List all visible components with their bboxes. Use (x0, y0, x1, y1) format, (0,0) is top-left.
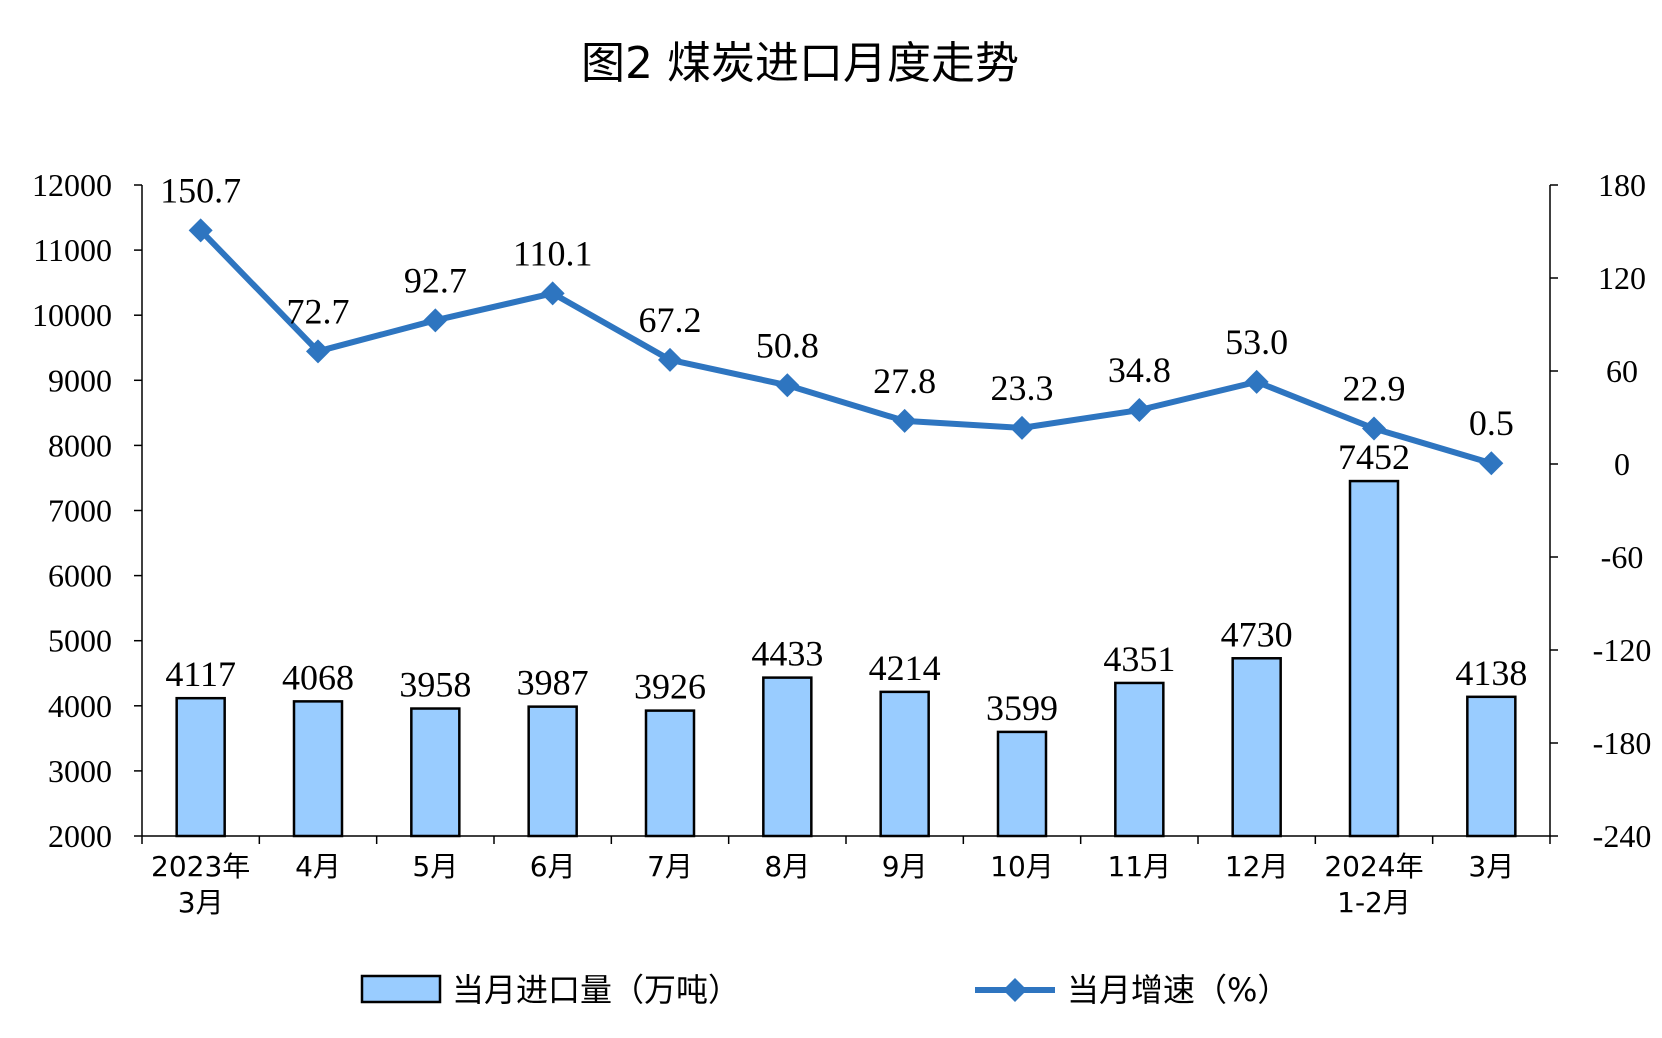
y-left-tick-label: 9000 (48, 362, 112, 398)
x-tick-label: 3月 (178, 886, 224, 919)
axes: 2000 3000 4000 5000 6000 7000 8000 9000 10000 110… (32, 167, 1651, 919)
line-data-label: 53.0 (1225, 322, 1288, 362)
x-tick-label: 10月 (990, 850, 1054, 883)
bar-data-label: 3599 (986, 688, 1058, 728)
line-data-label: 27.8 (873, 361, 936, 401)
line-point (1010, 415, 1034, 440)
x-tick-label: 9月 (882, 850, 928, 883)
bar-data-label: 4433 (751, 634, 823, 674)
bar-data-label: 3958 (399, 665, 471, 705)
x-tick-label: 11月 (1108, 850, 1172, 883)
y-left-tick-label: 7000 (48, 493, 112, 529)
y-left-tick-label: 12000 (32, 167, 112, 203)
line-point (540, 281, 565, 306)
bar-data-label: 4117 (165, 654, 236, 694)
bar (527, 705, 578, 838)
bar (1466, 695, 1517, 838)
line-point (1244, 369, 1269, 394)
x-tick-label: 6月 (530, 850, 576, 883)
y-right-tick-label: 180 (1598, 167, 1646, 203)
legend-bar-swatch (360, 974, 442, 1004)
x-tick-label: 2024年 (1324, 850, 1423, 883)
bar-data-label: 4214 (869, 648, 941, 688)
line-data-label: 92.7 (404, 260, 467, 300)
y-right-tick-label: -240 (1593, 818, 1652, 854)
x-tick-label: 12月 (1225, 850, 1289, 883)
legend-bar-label: 当月进口量（万吨） (452, 971, 740, 1009)
bar-data-label: 4730 (1221, 614, 1293, 654)
line-data-label: 22.9 (1343, 369, 1406, 409)
bar-data-label: 4138 (1455, 653, 1527, 693)
line-point (1479, 451, 1504, 476)
bar (1348, 479, 1400, 838)
bar (879, 690, 930, 838)
x-tick-label: 8月 (764, 850, 810, 883)
line-point (188, 218, 213, 243)
bar-data-label: 3926 (634, 667, 706, 707)
y-left-tick-label: 10000 (32, 297, 112, 333)
y-right-tick-label: -120 (1593, 632, 1652, 668)
legend-line-label: 当月增速（%） (1067, 971, 1289, 1009)
y-left-tick-label: 6000 (48, 558, 112, 594)
line-data-label: 150.7 (160, 170, 241, 210)
x-tick-label: 5月 (412, 850, 458, 883)
y-right-tick-label: 0 (1614, 446, 1630, 482)
line-point (658, 347, 682, 372)
line-data-label: 110.1 (513, 233, 593, 273)
y-left-tick-label: 2000 (48, 818, 112, 854)
bar (1114, 681, 1165, 838)
bar (644, 709, 696, 838)
y-left-tick-label: 11000 (33, 232, 112, 268)
line-data-label: 67.2 (639, 300, 702, 340)
line-point (1127, 398, 1152, 423)
line-data-label: 72.7 (287, 291, 350, 331)
bar (996, 730, 1048, 838)
y-right-tick-label: -60 (1601, 539, 1644, 575)
y-right-tick-label: 120 (1598, 260, 1646, 296)
bar (175, 696, 226, 838)
line-point (423, 308, 448, 333)
line-data-label: 50.8 (756, 325, 819, 365)
y-right-tick-label: -180 (1593, 725, 1652, 761)
bar (762, 676, 813, 838)
line-point (306, 339, 330, 364)
legend: 当月进口量（万吨） 当月增速（%） (360, 971, 1289, 1009)
line-point (775, 373, 800, 398)
chart-title: 图2 煤炭进口月度走势 (581, 38, 1019, 89)
bar-data-label: 4068 (282, 657, 354, 697)
y-left-tick-label: 3000 (48, 753, 112, 789)
line-data-label: 34.8 (1108, 350, 1171, 390)
y-left-tick-label: 4000 (48, 688, 112, 724)
line-path (198, 228, 1493, 467)
bar (1231, 657, 1282, 838)
bar (292, 700, 344, 838)
x-tick-label: 4月 (295, 850, 341, 883)
bar-data-label: 7452 (1338, 437, 1410, 477)
bar (410, 707, 461, 838)
y-left-tick-label: 8000 (48, 427, 112, 463)
line-point (892, 408, 917, 433)
y-left-tick-label: 5000 (48, 623, 112, 659)
x-tick-label: 3月 (1468, 850, 1514, 883)
line-data-label: 23.3 (991, 368, 1054, 408)
legend-line-marker (1003, 978, 1027, 1002)
x-tick-label: 7月 (647, 850, 693, 883)
bar-series: 4117 4068 3958 3987 3926 4433 4214 3599 4351 4730… (165, 437, 1527, 838)
bar-data-label: 3987 (517, 663, 589, 703)
x-tick-label: 1-2月 (1337, 886, 1411, 919)
line-point (1362, 416, 1386, 441)
line-series: 150.7 72.7 92.7 110.1 67.2 50.8 27.8 23.3 34.8 53… (160, 170, 1514, 476)
x-tick-label: 2023年 (151, 850, 250, 883)
y-right-tick-label: 60 (1606, 353, 1638, 389)
bar-data-label: 4351 (1103, 639, 1175, 679)
line-data-label: 0.5 (1469, 403, 1514, 443)
